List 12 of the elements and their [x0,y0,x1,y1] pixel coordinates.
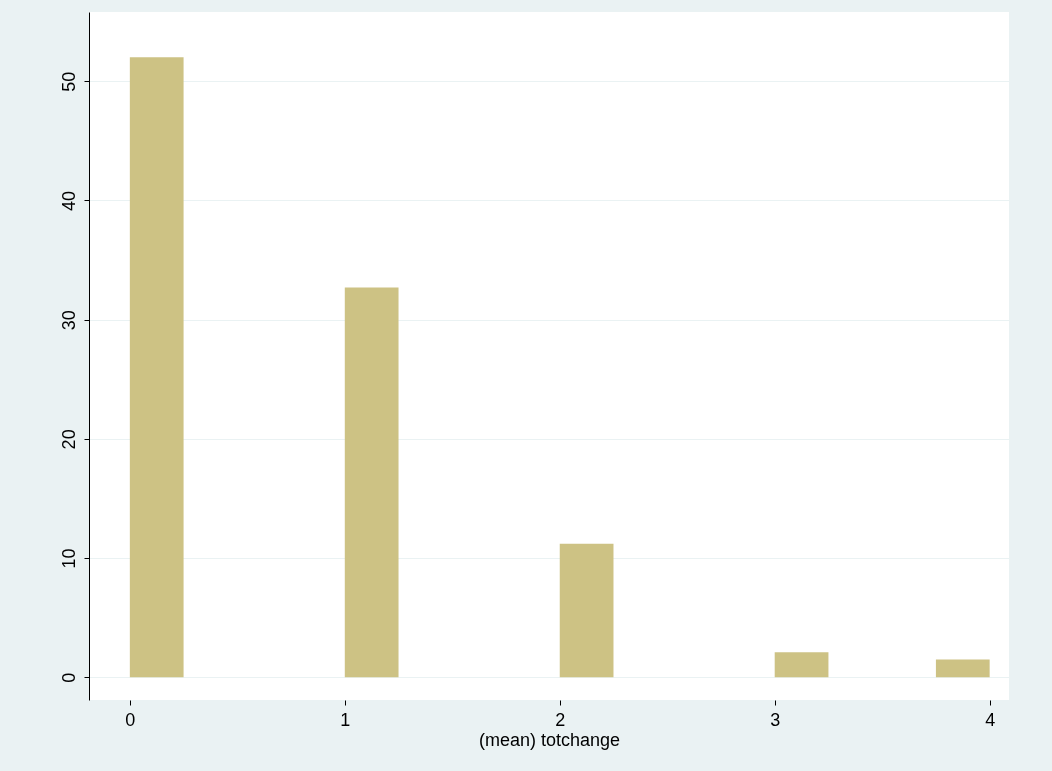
x-tick-label: 4 [985,709,996,730]
y-tick-label: 0 [58,672,79,683]
y-tick-label: 20 [58,429,79,450]
y-tick-label: 40 [58,190,79,211]
x-tick-label: 3 [770,709,781,730]
x-tick-label: 1 [340,709,351,730]
x-tick-label: 0 [125,709,136,730]
y-tick-label: 10 [58,548,79,569]
y-tick-label: 50 [58,71,79,92]
x-tick-label: 2 [555,709,566,730]
y-tick-label: 30 [58,310,79,331]
x-axis-title: (mean) totchange [478,729,621,750]
